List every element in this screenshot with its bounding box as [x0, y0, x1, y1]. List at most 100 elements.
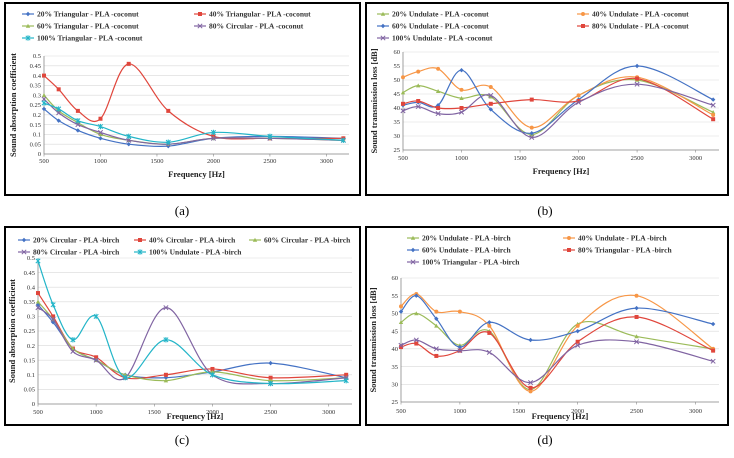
legend-marker — [137, 249, 143, 255]
data-point — [56, 110, 62, 116]
data-point — [487, 330, 492, 335]
series-line — [402, 78, 714, 136]
legend-label: 40% Undulate - PLA -coconut — [592, 10, 689, 19]
data-point — [50, 316, 56, 322]
y-tick-label: 0.35 — [30, 83, 41, 90]
series-5 — [41, 100, 346, 145]
x-tick-label: 1000 — [94, 158, 107, 165]
data-point — [56, 118, 61, 123]
data-point — [575, 328, 580, 334]
data-point — [163, 337, 169, 343]
data-point — [634, 63, 640, 69]
x-tick-label: 2000 — [206, 409, 219, 416]
data-point — [41, 96, 47, 102]
gridlines — [44, 55, 349, 155]
legend-marker — [252, 237, 258, 242]
data-point — [710, 358, 716, 364]
legend-item: 100% Undulate - PLA -birch — [134, 248, 242, 257]
legend-item: 40% Undulate - PLA -birch — [563, 234, 667, 243]
legend-item: 80% Circular - PLA -birch — [18, 248, 120, 257]
x-tick-label: 1500 — [148, 409, 161, 416]
legend-label: 80% Circular - PLA -coconut — [209, 22, 304, 31]
y-tick-label: 0.5 — [27, 255, 35, 262]
y-tick-label: 0.45 — [24, 270, 35, 277]
legend-marker — [198, 12, 202, 16]
data-point — [575, 342, 581, 348]
legend: 20% Undulate - PLA -birch 40% Undulate - … — [407, 234, 672, 267]
y-tick-label: 0.25 — [24, 328, 35, 335]
data-point — [98, 116, 103, 121]
series-line — [400, 312, 714, 391]
y-tick-label: 0.45 — [30, 63, 41, 70]
series-4 — [41, 96, 346, 147]
data-point — [268, 380, 274, 387]
caption-b: (b) — [537, 203, 553, 218]
series-line — [402, 83, 714, 139]
data-point — [70, 348, 76, 354]
data-point — [398, 320, 404, 325]
series-line — [37, 307, 347, 385]
data-point — [634, 81, 640, 87]
data-point — [576, 99, 581, 103]
y-tick-label: 45 — [392, 328, 399, 335]
data-point — [711, 117, 716, 122]
legend-label: 60% Undulate - PLA -birch — [422, 246, 511, 255]
data-point — [50, 302, 56, 308]
caption-c: (c) — [174, 432, 190, 447]
data-point — [126, 137, 132, 143]
data-point — [400, 108, 406, 114]
x-tick-label: 2000 — [207, 158, 220, 165]
data-point — [122, 375, 128, 381]
x-tick-label: 2500 — [264, 409, 277, 416]
legend-label: 80% Undulate - PLA -coconut — [592, 22, 689, 31]
data-point — [70, 346, 76, 351]
legend-item: 40% Triangular - PLA -coconut — [194, 10, 311, 19]
legend-marker — [21, 237, 27, 243]
data-point — [529, 134, 535, 140]
data-point — [434, 316, 439, 321]
x-tick-label: 2500 — [631, 155, 644, 162]
legend-marker — [581, 12, 585, 16]
legend-marker — [380, 35, 386, 41]
data-point — [210, 369, 215, 374]
x-tick-label: 2500 — [630, 408, 643, 415]
y-tick-label: 0.05 — [24, 387, 35, 394]
x-tick-label: 1500 — [512, 408, 525, 415]
legend-item: 100% Triangular - PLA -coconut — [22, 34, 143, 43]
legend-marker — [410, 259, 416, 265]
data-point — [413, 337, 419, 343]
data-point — [398, 309, 404, 314]
data-point — [75, 122, 81, 128]
x-tick-label: 1000 — [455, 155, 468, 162]
legend-label: 40% Triangular - PLA -coconut — [209, 10, 311, 19]
data-point — [210, 135, 216, 141]
data-point — [488, 92, 494, 98]
series-line — [37, 260, 347, 385]
legend-marker — [567, 248, 571, 252]
y-tick-label: 0.15 — [30, 122, 41, 129]
data-point — [41, 106, 47, 112]
y-tick-label: 55 — [394, 63, 401, 70]
data-point — [576, 93, 581, 98]
data-point — [165, 139, 171, 145]
y-tick-label: 30 — [394, 133, 401, 140]
data-point — [435, 111, 441, 117]
data-point — [634, 293, 639, 298]
x-tick-label: 2000 — [572, 155, 585, 162]
data-point — [710, 102, 716, 108]
data-point — [528, 379, 534, 386]
y-tick-label: 30 — [392, 381, 399, 388]
data-point — [433, 346, 439, 352]
data-point — [575, 323, 580, 328]
data-point — [268, 360, 273, 366]
legend-label: 20% Circular - PLA -birch — [33, 236, 120, 245]
data-point — [126, 133, 132, 140]
data-point — [398, 342, 404, 348]
data-point — [98, 136, 103, 141]
y-tick-label: 60 — [394, 49, 401, 56]
data-point — [41, 93, 47, 97]
data-point — [93, 357, 99, 363]
y-tick-label: 0.2 — [33, 112, 41, 119]
x-tick-label: 3000 — [689, 408, 702, 415]
data-point — [399, 304, 403, 309]
